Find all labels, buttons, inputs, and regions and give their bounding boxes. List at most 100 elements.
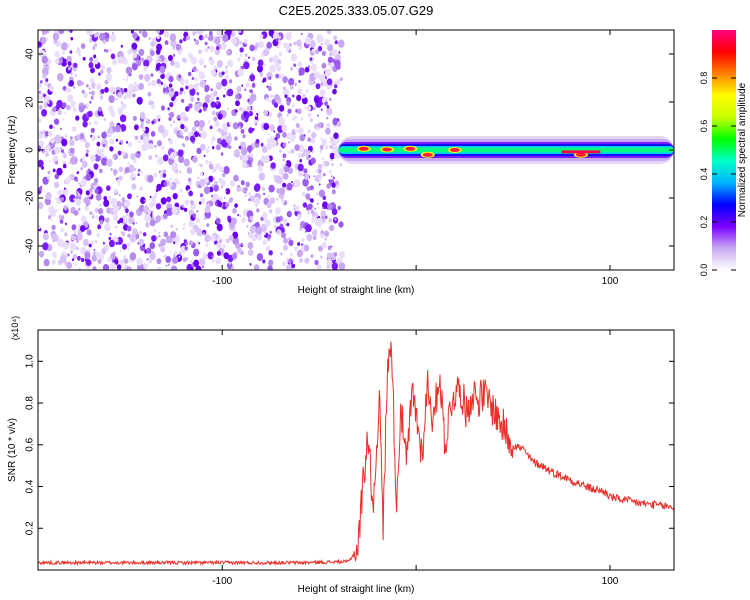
noise-speckle [182, 144, 186, 148]
noise-speckle [262, 239, 267, 246]
noise-speckle [207, 46, 210, 49]
noise-speckle [204, 94, 212, 103]
y-tick-label: 0.2 [25, 521, 36, 535]
noise-speckle [49, 218, 53, 221]
noise-speckle [247, 159, 252, 165]
noise-speckle [300, 32, 303, 36]
noise-speckle [126, 213, 129, 216]
noise-speckle [233, 174, 239, 182]
noise-speckle [321, 50, 327, 57]
noise-speckle [70, 72, 73, 75]
noise-speckle [196, 228, 203, 237]
noise-speckle [278, 168, 285, 176]
noise-speckle [109, 146, 114, 152]
noise-speckle [295, 206, 300, 212]
noise-speckle [305, 152, 308, 155]
noise-speckle [286, 100, 291, 106]
noise-speckle [306, 233, 313, 242]
noise-speckle [296, 39, 302, 47]
noise-speckle [57, 238, 64, 248]
noise-speckle [202, 232, 206, 236]
noise-speckle [103, 199, 110, 207]
noise-speckle [304, 173, 310, 180]
noise-speckle [329, 152, 335, 160]
noise-speckle [172, 193, 178, 200]
noise-speckle [261, 145, 268, 154]
noise-speckle [236, 186, 241, 192]
noise-speckle [170, 224, 173, 228]
noise-speckle [183, 126, 189, 133]
noise-speckle [165, 256, 171, 263]
noise-speckle [215, 257, 221, 265]
noise-speckle [304, 244, 310, 252]
noise-speckle [266, 138, 272, 144]
noise-speckle [83, 137, 87, 142]
noise-speckle [304, 257, 310, 264]
noise-speckle [243, 38, 248, 44]
noise-speckle [59, 219, 64, 224]
noise-speckle [157, 156, 164, 166]
noise-speckle [179, 121, 183, 125]
noise-speckle [107, 127, 114, 136]
noise-speckle [126, 225, 132, 232]
noise-speckle [204, 234, 211, 243]
noise-speckle [288, 77, 295, 86]
noise-speckle [269, 209, 273, 214]
noise-speckle [99, 219, 104, 225]
noise-speckle [320, 82, 324, 87]
noise-speckle [259, 72, 264, 77]
noise-speckle [60, 215, 65, 220]
noise-speckle [104, 87, 109, 93]
noise-speckle [183, 239, 187, 244]
noise-speckle [105, 73, 113, 82]
noise-speckle [242, 134, 246, 139]
noise-speckle [115, 225, 118, 229]
noise-speckle [76, 171, 79, 175]
noise-speckle [121, 151, 126, 156]
noise-speckle [312, 215, 317, 221]
noise-speckle [135, 222, 138, 225]
noise-speckle [138, 151, 140, 154]
noise-speckle [289, 84, 294, 90]
noise-speckle [158, 231, 161, 234]
noise-speckle [170, 231, 177, 239]
noise-speckle [314, 207, 317, 210]
noise-speckle [289, 43, 292, 47]
noise-speckle [85, 190, 90, 196]
noise-speckle [138, 48, 145, 57]
noise-speckle [241, 218, 245, 224]
noise-speckle [237, 68, 244, 77]
noise-speckle [282, 131, 287, 138]
noise-speckle [63, 206, 68, 211]
noise-speckle [332, 176, 336, 180]
noise-speckle [60, 127, 62, 131]
noise-speckle [315, 169, 319, 173]
noise-speckle [270, 94, 274, 99]
noise-speckle [304, 36, 312, 45]
noise-speckle [183, 116, 189, 122]
noise-speckle [54, 58, 60, 65]
noise-speckle [247, 97, 254, 105]
noise-speckle [263, 109, 269, 117]
noise-speckle [40, 131, 44, 135]
noise-speckle [211, 183, 215, 188]
noise-speckle [86, 203, 89, 207]
noise-speckle [312, 235, 317, 241]
noise-speckle [256, 233, 263, 241]
noise-speckle [147, 174, 154, 183]
noise-speckle [315, 217, 323, 227]
noise-speckle [110, 262, 116, 270]
noise-speckle [282, 74, 285, 77]
noise-speckle [43, 101, 49, 108]
noise-speckle [198, 34, 204, 41]
noise-speckle [215, 129, 218, 132]
noise-speckle [173, 241, 176, 245]
noise-speckle [310, 198, 314, 203]
noise-speckle [297, 212, 302, 219]
noise-speckle [196, 31, 199, 34]
noise-speckle [115, 97, 118, 101]
noise-speckle [91, 240, 95, 245]
noise-speckle [269, 82, 273, 86]
snr-panel: -100 100 0.2 0.4 0.6 0.8 1.0 Height of straigh… [7, 316, 675, 595]
noise-speckle [112, 214, 119, 221]
